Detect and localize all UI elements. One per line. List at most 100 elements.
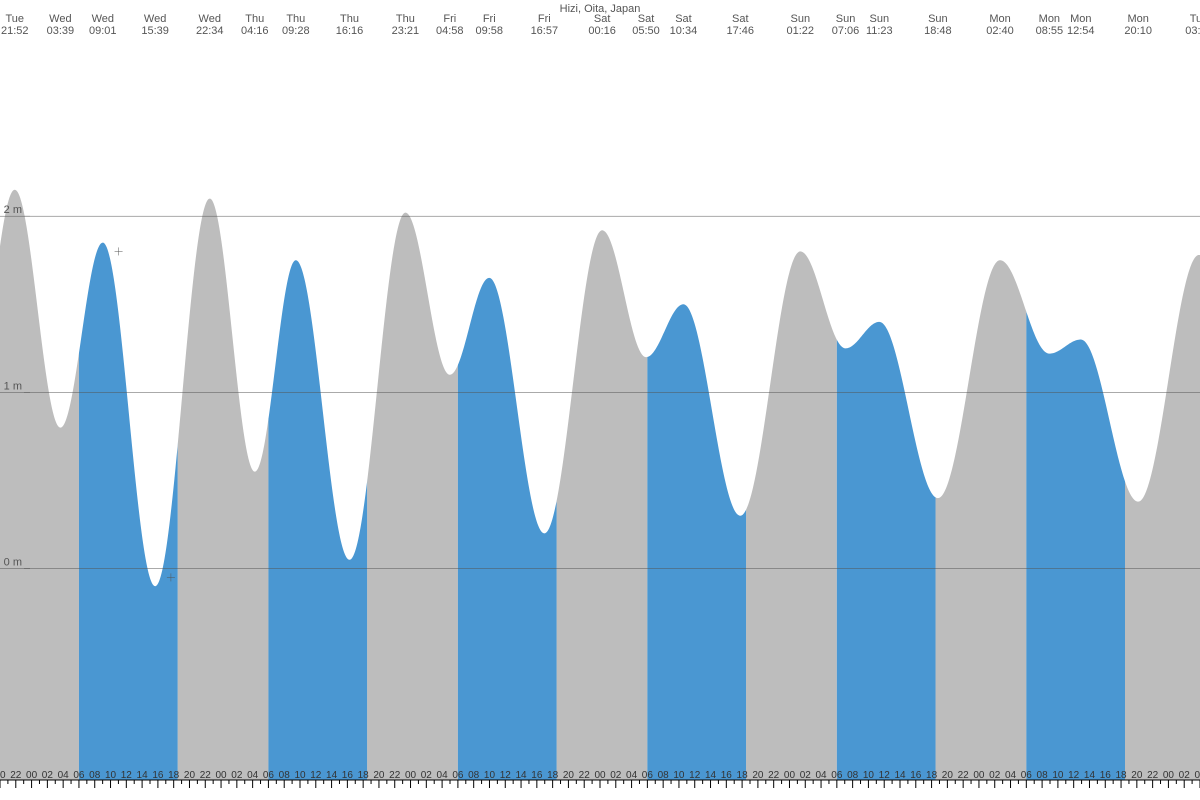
x-tick-label: 12: [310, 770, 322, 781]
extreme-day-label: Mon: [1070, 13, 1091, 25]
x-tick-label: 00: [784, 770, 796, 781]
y-axis-label: 1 m: [4, 380, 22, 392]
x-tick-label: 04: [626, 770, 638, 781]
x-tick-label: 14: [1084, 770, 1096, 781]
x-tick-label: 08: [658, 770, 670, 781]
x-tick-label: 04: [58, 770, 70, 781]
x-tick-label: 06: [831, 770, 843, 781]
extreme-time-label: 00:16: [588, 25, 616, 37]
extreme-time-label: 03:52: [1185, 25, 1200, 37]
x-tick-label: 14: [137, 770, 149, 781]
extreme-day-label: Thu: [340, 13, 359, 25]
x-tick-label: 22: [958, 770, 970, 781]
extreme-day-label: Wed: [49, 13, 71, 25]
x-tick-label: 14: [705, 770, 717, 781]
extreme-time-label: 15:39: [141, 25, 169, 37]
extreme-time-label: 02:40: [986, 25, 1014, 37]
x-tick-label: 20: [563, 770, 575, 781]
x-tick-label: 22: [579, 770, 591, 781]
x-tick-label: 10: [484, 770, 496, 781]
x-tick-label: 16: [342, 770, 354, 781]
x-tick-label: 02: [42, 770, 54, 781]
x-tick-label: 22: [768, 770, 780, 781]
extreme-day-label: Sun: [870, 13, 890, 25]
x-tick-label: 10: [105, 770, 117, 781]
x-tick-label: 18: [1115, 770, 1127, 781]
x-tick-label: 20: [0, 770, 6, 781]
extreme-day-label: Mon: [1127, 13, 1148, 25]
y-axis-label: 2 m: [4, 204, 22, 216]
x-tick-label: 14: [515, 770, 527, 781]
extreme-day-label: Thu: [245, 13, 264, 25]
extreme-day-label: Sun: [836, 13, 856, 25]
x-tick-label: 06: [642, 770, 654, 781]
x-tick-label: 16: [152, 770, 164, 781]
y-axis-label: 0 m: [4, 557, 22, 569]
extreme-day-label: Sat: [638, 13, 655, 25]
x-tick-label: 08: [847, 770, 859, 781]
extreme-time-label: 21:52: [1, 25, 29, 37]
x-tick-label: 00: [26, 770, 38, 781]
extreme-time-label: 12:54: [1067, 25, 1095, 37]
extreme-time-label: 08:55: [1036, 25, 1064, 37]
x-tick-label: 12: [121, 770, 133, 781]
x-tick-label: 10: [1052, 770, 1064, 781]
extreme-day-label: Sat: [675, 13, 692, 25]
x-tick-label: 06: [452, 770, 464, 781]
extreme-day-label: Fri: [483, 13, 496, 25]
extreme-day-label: Wed: [144, 13, 166, 25]
x-tick-label: 04: [815, 770, 827, 781]
x-tick-label: 16: [910, 770, 922, 781]
extreme-day-label: Sat: [732, 13, 749, 25]
extreme-time-label: 05:50: [632, 25, 660, 37]
x-tick-label: 08: [89, 770, 101, 781]
extreme-day-label: Wed: [199, 13, 221, 25]
x-tick-label: 06: [263, 770, 275, 781]
x-tick-label: 20: [1131, 770, 1143, 781]
x-tick-label: 22: [10, 770, 22, 781]
x-tick-label: 14: [326, 770, 338, 781]
extreme-time-label: 03:39: [47, 25, 75, 37]
x-tick-label: 18: [547, 770, 559, 781]
x-tick-label: 00: [594, 770, 606, 781]
x-tick-label: 16: [1100, 770, 1112, 781]
x-tick-label: 22: [1147, 770, 1159, 781]
extreme-day-label: Fri: [443, 13, 456, 25]
extreme-day-label: Thu: [396, 13, 415, 25]
x-tick-label: 02: [989, 770, 1001, 781]
x-tick-label: 12: [500, 770, 512, 781]
x-tick-label: 10: [294, 770, 306, 781]
x-tick-label: 22: [389, 770, 401, 781]
extreme-time-label: 22:34: [196, 25, 224, 37]
extreme-day-label: Tue: [1190, 13, 1200, 25]
extreme-day-label: Mon: [989, 13, 1010, 25]
x-tick-label: 06: [73, 770, 85, 781]
extreme-time-label: 23:21: [392, 25, 420, 37]
x-tick-label: 16: [721, 770, 733, 781]
x-tick-label: 06: [1021, 770, 1033, 781]
x-tick-label: 18: [168, 770, 180, 781]
x-tick-label: 12: [1068, 770, 1080, 781]
x-tick-label: 10: [863, 770, 875, 781]
x-tick-label: 14: [894, 770, 906, 781]
extreme-day-label: Tue: [5, 13, 24, 25]
x-tick-label: 02: [231, 770, 243, 781]
extreme-time-label: 20:10: [1124, 25, 1152, 37]
x-tick-label: 22: [200, 770, 212, 781]
x-tick-label: 20: [942, 770, 954, 781]
extreme-day-label: Fri: [538, 13, 551, 25]
x-tick-label: 00: [215, 770, 227, 781]
extreme-time-label: 09:28: [282, 25, 310, 37]
extreme-time-label: 01:22: [787, 25, 815, 37]
extreme-time-label: 10:34: [670, 25, 698, 37]
x-tick-label: 00: [973, 770, 985, 781]
extreme-time-label: 11:23: [866, 25, 893, 37]
x-tick-label: 18: [926, 770, 938, 781]
x-tick-label: 08: [1037, 770, 1049, 781]
x-tick-label: 16: [531, 770, 543, 781]
x-tick-label: 00: [1163, 770, 1175, 781]
extreme-day-label: Sun: [928, 13, 948, 25]
extreme-day-label: Wed: [92, 13, 114, 25]
extreme-time-label: 04:16: [241, 25, 269, 37]
x-tick-label: 02: [421, 770, 433, 781]
